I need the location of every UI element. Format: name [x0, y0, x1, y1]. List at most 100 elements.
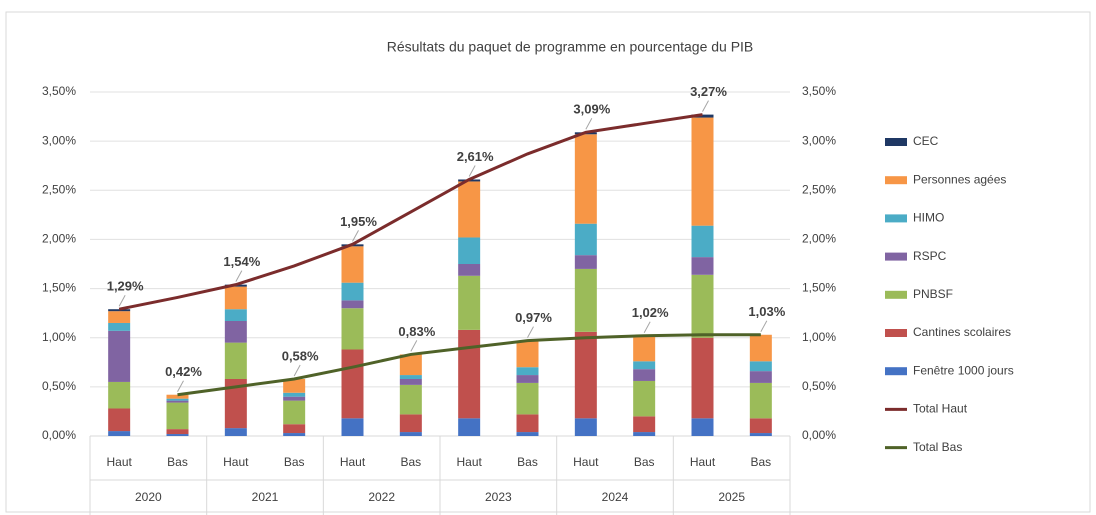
- group-label: 2022: [368, 490, 395, 504]
- bar-segment: [516, 432, 539, 436]
- bar-segment: [574, 223, 597, 256]
- bar-segment: [399, 354, 422, 376]
- label-leader: [293, 364, 301, 377]
- bar-segment: [691, 117, 714, 226]
- data-label: 1,95%: [340, 214, 377, 229]
- bar-segment: [458, 275, 481, 330]
- label-leader: [468, 165, 476, 177]
- x-tick-label: Haut: [106, 455, 132, 469]
- bar-segment: [749, 433, 772, 436]
- y2-tick-label: 0,50%: [802, 379, 836, 393]
- label-leader: [118, 294, 126, 307]
- bar-segment: [516, 367, 539, 376]
- legend-label: Fenêtre 1000 jours: [913, 363, 1014, 377]
- bar-segment: [633, 432, 656, 436]
- bar-segment: [108, 408, 131, 432]
- label-leader: [235, 270, 243, 282]
- y-tick-label: 1,50%: [42, 281, 76, 295]
- y2-tick-label: 3,00%: [802, 133, 836, 147]
- legend-label: Cantines scolaires: [913, 325, 1011, 339]
- data-label: 3,09%: [573, 102, 610, 117]
- legend-label: PNBSF: [913, 287, 953, 301]
- line: [177, 333, 761, 397]
- legend-swatch: [885, 367, 907, 376]
- y-tick-label: 0,50%: [42, 379, 76, 393]
- x-tick-label: Bas: [167, 455, 188, 469]
- label-leader: [702, 100, 709, 112]
- bar-segment: [399, 414, 422, 433]
- bar-segment: [224, 342, 247, 379]
- bar-segment: [633, 361, 656, 370]
- bar-segment: [691, 418, 714, 436]
- bar-segment: [224, 378, 247, 429]
- bar-segment: [458, 181, 481, 238]
- label-leader: [352, 230, 359, 242]
- bar-segment: [399, 375, 422, 379]
- bar-segment: [399, 432, 422, 436]
- legend-swatch: [885, 214, 907, 223]
- bar-segment: [458, 237, 481, 264]
- legend-label: Personnes agées: [913, 172, 1006, 186]
- bar-segment: [341, 300, 364, 309]
- y2-tick-label: 1,50%: [802, 281, 836, 295]
- x-tick-label: Haut: [573, 455, 599, 469]
- bar-segment: [166, 394, 189, 399]
- label-leader: [643, 321, 651, 333]
- bar-segment: [574, 418, 597, 436]
- bar-segment: [633, 416, 656, 433]
- x-tick-label: Haut: [456, 455, 482, 469]
- bar-segment: [166, 398, 189, 401]
- bar-segment: [108, 322, 131, 331]
- bar-segment: [108, 431, 131, 436]
- label-leader: [527, 326, 534, 338]
- y2-tick-label: 1,00%: [802, 330, 836, 344]
- data-label: 1,03%: [748, 304, 785, 319]
- bar-segment: [458, 418, 481, 436]
- legend-swatch: [885, 252, 907, 261]
- data-label: 3,27%: [690, 84, 727, 99]
- x-tick-label: Bas: [517, 455, 538, 469]
- y-tick-label: 3,50%: [42, 84, 76, 98]
- bar-segment: [749, 371, 772, 383]
- y2-tick-label: 2,00%: [802, 232, 836, 246]
- bar-segment: [399, 378, 422, 385]
- data-label: 0,58%: [282, 348, 319, 363]
- bar-segment: [691, 274, 714, 338]
- bar-segment: [341, 246, 364, 283]
- bar-segment: [341, 308, 364, 350]
- label-leader: [585, 118, 593, 130]
- bar-segment: [633, 335, 656, 362]
- legend-swatch: [885, 329, 907, 337]
- y2-tick-label: 2,50%: [802, 182, 836, 196]
- x-tick-label: Bas: [634, 455, 655, 469]
- data-label: 1,54%: [223, 254, 260, 269]
- bar-segment: [166, 434, 189, 436]
- legend-swatch: [885, 176, 907, 185]
- bar-segment: [691, 257, 714, 275]
- bar-segment: [283, 433, 306, 436]
- bar-segment: [224, 321, 247, 343]
- bar-segment: [399, 384, 422, 415]
- bar-segment: [458, 329, 481, 419]
- legend-label: CEC: [913, 134, 939, 148]
- label-leader: [760, 320, 768, 333]
- bar-segment: [574, 331, 597, 419]
- bar-segment: [166, 429, 189, 435]
- bar-segment: [224, 309, 247, 322]
- x-tick-label: Haut: [340, 455, 366, 469]
- y2-tick-label: 3,50%: [802, 84, 836, 98]
- group-label: 2023: [485, 490, 512, 504]
- group-label: 2020: [135, 490, 162, 504]
- bar-segment: [283, 392, 306, 397]
- bar-segment: [574, 134, 597, 224]
- bar-segment: [283, 378, 306, 393]
- bar-segment: [633, 369, 656, 381]
- bar-segment: [108, 309, 131, 312]
- bar-segment: [749, 418, 772, 434]
- bar-segment: [166, 400, 189, 403]
- data-label: 0,83%: [398, 324, 435, 339]
- bar-segment: [749, 382, 772, 419]
- x-tick-label: Bas: [400, 455, 421, 469]
- bar-segment: [516, 375, 539, 383]
